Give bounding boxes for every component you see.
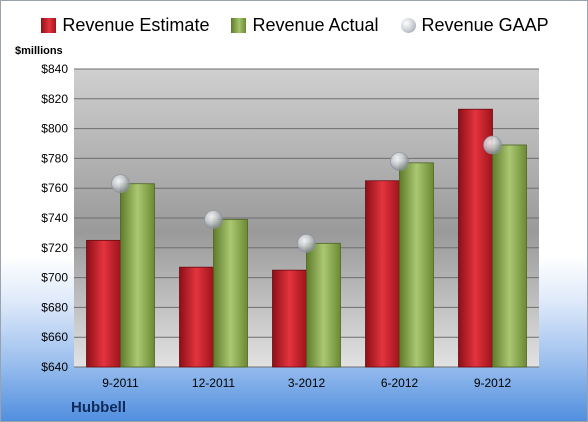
y-tick-label: $760 [41,181,68,195]
x-tick-label: 3-2012 [288,376,326,390]
y-tick-label: $820 [41,92,68,106]
bar-revenue-estimate [86,239,121,368]
y-tick-label: $720 [41,241,68,255]
bar-revenue-estimate [179,266,214,368]
legend-item-revenue-actual: Revenue Actual [231,15,379,36]
marker-revenue-gaap [483,135,502,155]
legend-label-revenue-actual: Revenue Actual [252,15,379,35]
marker-revenue-gaap [111,174,130,194]
x-tick-label: 6-2012 [381,376,419,390]
marker-revenue-gaap [204,210,223,229]
legend-swatch-revenue-actual [231,18,247,33]
legend-label-revenue-gaap: Revenue GAAP [421,15,549,35]
bar-revenue-estimate [272,269,307,368]
bar-revenue-actual [399,162,434,368]
legend-label-revenue-estimate: Revenue Estimate [62,15,210,35]
y-tick-label: $660 [41,330,68,344]
bar-revenue-actual [213,219,248,368]
bar-revenue-actual [120,183,155,368]
legend-item-revenue-estimate: Revenue Estimate [41,15,209,36]
y-tick-label: $780 [41,151,68,165]
y-axis-label: $millions [15,45,63,57]
legend-swatch-revenue-gaap [400,18,416,33]
y-tick-label: $740 [41,211,68,225]
x-tick-label: 9-2011 [102,376,139,390]
x-tick-label: 12-2011 [192,376,235,390]
bar-revenue-actual [492,144,527,368]
marker-revenue-gaap [390,152,409,171]
legend-item-revenue-gaap: Revenue GAAP [400,15,549,36]
marker-revenue-gaap [297,234,316,253]
y-tick-label: $800 [41,122,68,136]
y-tick-label: $680 [41,300,68,314]
bar-revenue-actual [306,242,341,368]
legend: Revenue Estimate Revenue Actual Revenue … [1,15,587,36]
company-name: Hubbell [71,399,126,416]
y-tick-label: $640 [41,360,68,374]
legend-swatch-revenue-estimate [41,18,57,33]
bar-revenue-estimate [365,180,400,368]
bar-revenue-estimate [458,108,493,368]
x-tick-label: 9-2012 [474,376,512,390]
y-tick-label: $700 [41,271,68,285]
y-tick-label: $840 [41,62,68,76]
